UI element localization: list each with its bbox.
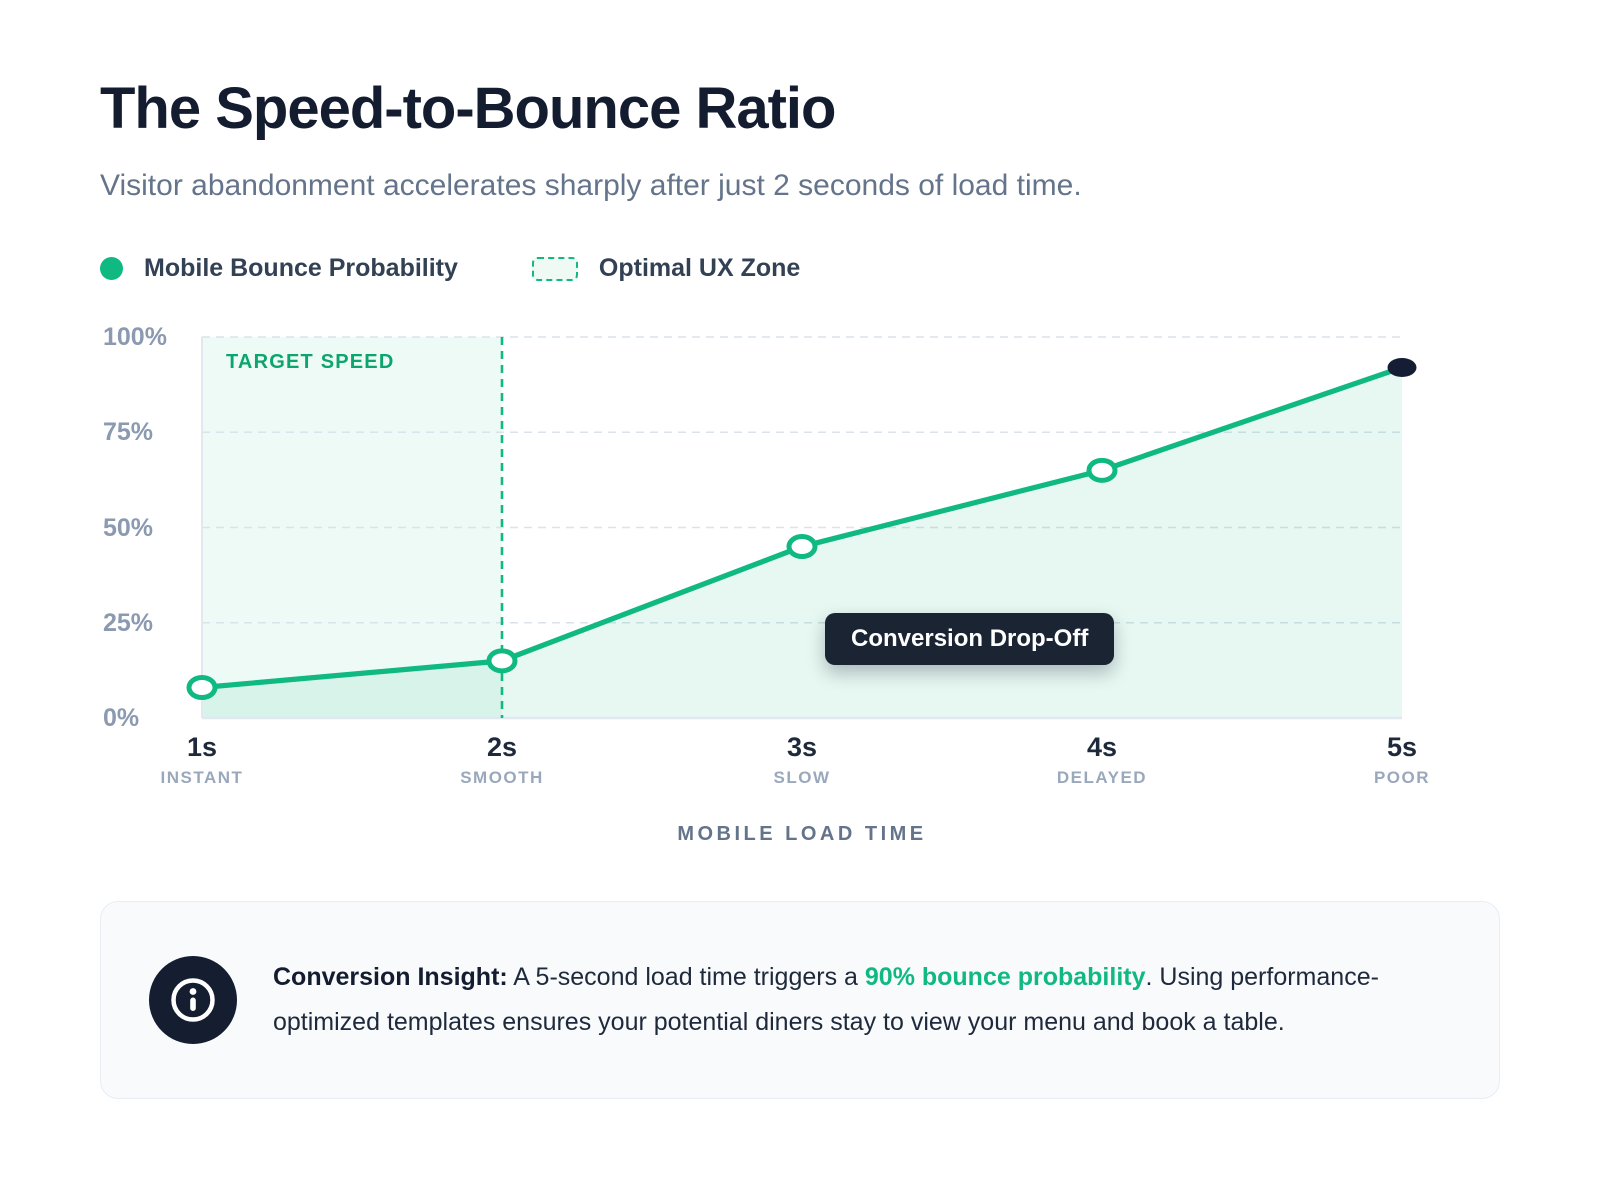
- x-tick-main-label: 4s: [1086, 732, 1118, 762]
- insight-segment: 90% bounce probability: [864, 963, 1146, 991]
- info-icon-glyph: [171, 978, 215, 1022]
- x-tick-sub-label: SMOOTH: [460, 768, 544, 787]
- insight-segment: Conversion Insight:: [273, 963, 508, 991]
- x-tick-sub-label: DELAYED: [1056, 768, 1148, 787]
- x-tick-sub-label: SLOW: [773, 768, 831, 787]
- y-tick-label: 75%: [103, 418, 154, 447]
- data-point[interactable]: [186, 675, 218, 701]
- endpoint-dot[interactable]: [1387, 357, 1417, 377]
- x-tick-main-label: 2s: [486, 732, 518, 762]
- bounce-line-chart: [186, 336, 1417, 720]
- page-title: The Speed-to-Bounce Ratio: [100, 76, 836, 141]
- page-subtitle: Visitor abandonment accelerates sharply …: [100, 169, 1082, 202]
- x-tick-sub-label: INSTANT: [160, 768, 244, 787]
- y-tick-label: 25%: [103, 608, 154, 637]
- x-tick: 1s INSTANT: [82, 731, 322, 788]
- x-tick-main-label: 3s: [786, 732, 818, 762]
- series-dot-icon: [100, 257, 123, 280]
- dashed-zone-swatch-icon: [531, 256, 578, 281]
- insight-card: Conversion Insight: A 5-second load time…: [100, 901, 1500, 1099]
- x-tick: 2s SMOOTH: [382, 731, 622, 788]
- x-tick-main-label: 5s: [1386, 732, 1418, 762]
- legend-item-label: Mobile Bounce Probability: [144, 254, 458, 282]
- y-tick-label: 0%: [103, 704, 140, 732]
- x-tick: 4s DELAYED: [982, 731, 1222, 788]
- legend-item-zone: Optimal UX Zone: [531, 254, 801, 283]
- x-tick-sub-label: POOR: [1373, 768, 1431, 787]
- x-tick-main-label: 1s: [186, 732, 218, 762]
- legend-item-bounce: Mobile Bounce Probability: [100, 254, 458, 283]
- legend-item-label: Optimal UX Zone: [598, 254, 801, 282]
- legend: Mobile Bounce Probability Optimal UX Zon…: [100, 254, 800, 283]
- insight-segment: A 5-second load time triggers a: [507, 963, 865, 991]
- data-point[interactable]: [786, 534, 818, 560]
- target-speed-label: TARGET SPEED: [226, 351, 395, 373]
- y-tick-label: 50%: [103, 513, 154, 542]
- insight-segment: . Using performance-optimized templates …: [273, 963, 1379, 1036]
- x-tick: 5s POOR: [1282, 731, 1522, 788]
- insight-text: Conversion Insight: A 5-second load time…: [273, 955, 1408, 1045]
- y-tick-label: 100%: [103, 323, 167, 351]
- data-point[interactable]: [486, 648, 518, 674]
- x-axis-title: MOBILE LOAD TIME: [677, 823, 927, 845]
- data-point[interactable]: [1086, 457, 1118, 483]
- x-tick: 3s SLOW: [682, 731, 922, 788]
- conversion-dropoff-tooltip: Conversion Drop-Off: [825, 613, 1115, 665]
- info-icon: [149, 956, 237, 1044]
